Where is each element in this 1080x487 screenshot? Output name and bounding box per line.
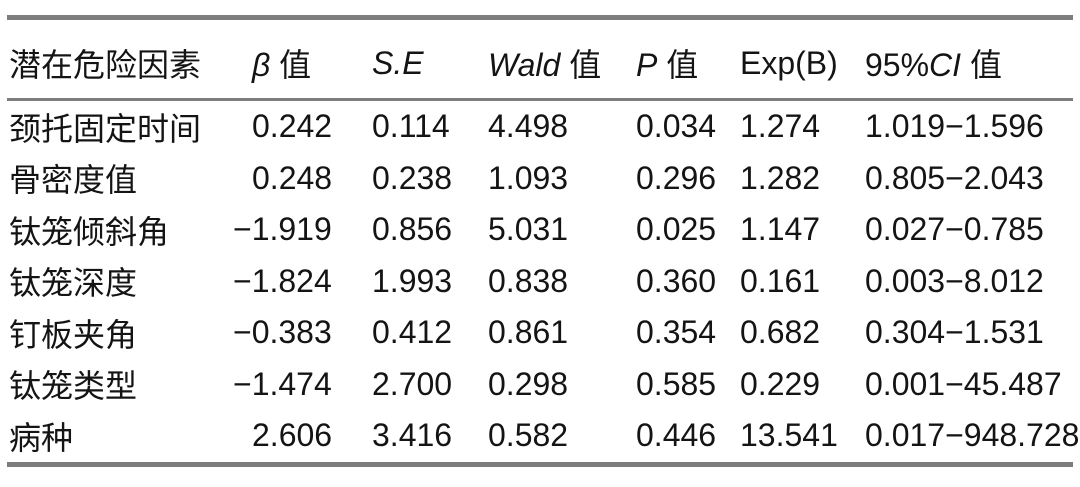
cell-ci: 0.027−0.785 [865,211,1044,248]
cell-expb: 0.229 [740,365,821,402]
cell-wald: 0.582 [488,417,569,454]
header-cell-p: P 值 [636,18,740,100]
cell-se: 0.856 [372,211,453,248]
cell-factor: 钛笼类型 [9,368,138,405]
header-cell-beta: β 值 [252,18,372,100]
table-row: 颈托固定时间 0.242 0.114 4.498 0.034 1.274 1.019−1.5… [7,100,1073,153]
cell-beta: −1.919 [233,211,332,248]
cell-p: 0.025 [636,211,717,248]
table-row: 病种 2.606 3.416 0.582 0.446 13.541 0.017−948.72… [7,410,1080,464]
cell-factor: 钛笼深度 [9,265,138,302]
table-body: 颈托固定时间 0.242 0.114 4.498 0.034 1.274 1.019−1.5… [7,100,1080,465]
table-row: 骨密度值 0.248 0.238 1.093 0.296 1.282 0.805−2.043 [7,153,1073,205]
cell-expb: 0.161 [740,262,821,299]
header-cell-se: S.E [372,18,488,100]
cell-wald: 0.298 [488,365,569,402]
cell-beta: 2.606 [252,417,333,454]
cell-beta: −1.474 [233,365,332,402]
table-row: 钛笼倾斜角 −1.919 0.856 5.031 0.025 1.147 0.027−0.7… [7,204,1073,256]
cell-p: 0.360 [636,262,717,299]
cell-expb: 1.274 [740,108,821,145]
cell-se: 3.416 [372,417,453,454]
cell-expb: 13.541 [740,417,838,454]
cell-beta: −1.824 [233,262,332,299]
cell-expb: 0.682 [740,314,821,351]
table-row: 钛笼类型 −1.474 2.700 0.298 0.585 0.229 0.001−45.4… [7,359,1073,411]
header-text: 潜在危险因素 [9,47,202,83]
cell-se: 1.993 [372,262,453,299]
cell-wald: 4.498 [488,108,569,145]
header-text-italic: Wald [488,47,561,83]
cell-ci: 0.304−1.531 [865,314,1044,351]
header-text-italic: S.E [372,44,424,81]
cell-p: 0.296 [636,159,717,196]
header-cell-ci: 95%CI 值 [865,18,1073,100]
cell-ci: 0.017−948.728 [865,417,1080,454]
cell-ci: 0.805−2.043 [865,159,1044,196]
cell-wald: 5.031 [488,211,569,248]
table-row: 钛笼深度 −1.824 1.993 0.838 0.360 0.161 0.003−8.01… [7,256,1073,308]
cell-wald: 0.838 [488,262,569,299]
cell-factor: 病种 [9,419,74,456]
cell-expb: 1.147 [740,211,821,248]
cell-se: 0.238 [372,159,453,196]
header-text: 值 [657,47,699,83]
header-text: 值 [560,47,602,83]
cell-ci: 0.001−45.487 [865,365,1062,402]
header-text: Exp(B) [740,44,838,81]
cell-wald: 1.093 [488,159,569,196]
cell-se: 0.114 [372,108,450,145]
header-text-italic: P [636,47,658,83]
header-cell-wald: Wald 值 [488,18,636,100]
cell-wald: 0.861 [488,314,569,351]
header-cell-expb: Exp(B) [740,18,865,100]
header-text: 值 [270,47,312,83]
cell-se: 0.412 [372,314,453,351]
header-text-italic: CI [929,47,962,83]
cell-factor: 颈托固定时间 [9,110,202,147]
cell-beta: 0.242 [252,108,333,145]
cell-beta: 0.248 [252,159,333,196]
cell-factor: 骨密度值 [9,162,138,199]
cell-beta: −0.383 [233,314,332,351]
cell-ci: 0.003−8.012 [865,262,1044,299]
header-text-italic: β [252,47,271,83]
header-text: 值 [961,47,1002,83]
cell-expb: 1.282 [740,159,821,196]
cell-ci: 1.019−1.596 [865,108,1044,145]
cell-p: 0.034 [636,108,717,145]
cell-factor: 钉板夹角 [9,316,138,353]
table-row: 钉板夹角 −0.383 0.412 0.861 0.354 0.682 0.304−1.53… [7,307,1073,359]
cell-factor: 钛笼倾斜角 [9,213,170,250]
header-cell-factor: 潜在危险因素 [7,18,252,100]
cell-p: 0.354 [636,314,717,351]
header-text: 95% [865,47,930,83]
cell-se: 2.700 [372,365,453,402]
cell-p: 0.585 [636,365,717,402]
cell-p: 0.446 [636,417,717,454]
